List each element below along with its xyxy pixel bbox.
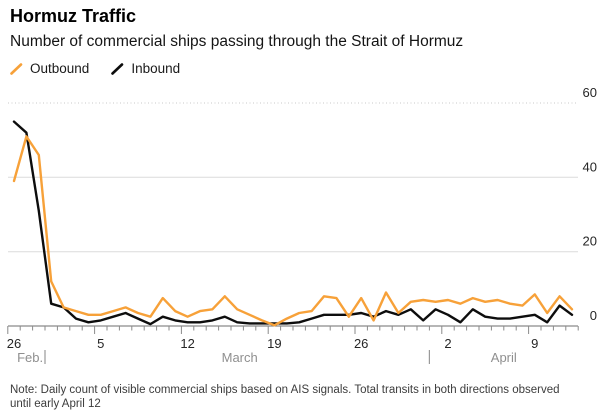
- series-line-outbound: [12, 135, 574, 327]
- month-label: March: [222, 350, 258, 365]
- legend-label-outbound: Outbound: [30, 61, 90, 76]
- outbound-slash-line: [10, 62, 23, 75]
- legend-item-outbound: Outbound: [10, 61, 89, 76]
- y-axis-label: 0: [590, 308, 597, 323]
- x-axis-label: 26: [354, 336, 368, 351]
- x-axis-label: 5: [97, 336, 104, 351]
- footnote-line-1: Note: Daily count of visible commercial …: [10, 384, 560, 396]
- series-line-inbound: [12, 120, 574, 326]
- chart-subtitle: Number of commercial ships passing throu…: [10, 33, 464, 50]
- y-axis-label: 20: [583, 234, 597, 249]
- y-axis-label: 60: [583, 85, 597, 100]
- inbound-slash-line: [111, 62, 124, 75]
- month-label: April: [491, 350, 517, 365]
- line-chart: 60 40 20 0 26 5 12 19 26 2 9 Feb. March April: [0, 85, 600, 383]
- line-chart-canvas: 60 40 20 0 26 5 12 19 26 2 9 Feb. March April: [7, 85, 597, 365]
- page-title: Hormuz Traffic: [10, 6, 137, 26]
- footnote: Note: Daily count of visible commercial …: [10, 383, 595, 411]
- inbound-slash-icon: [111, 62, 124, 75]
- x-axis-label: 2: [444, 336, 451, 351]
- x-axis-label: 19: [267, 336, 281, 351]
- legend-item-inbound: Inbound: [111, 61, 180, 76]
- x-axis-label: 12: [180, 336, 194, 351]
- x-axis-label: 9: [531, 336, 538, 351]
- footnote-line-2: until early April 12: [10, 398, 101, 410]
- chart-legend: Outbound Inbound: [10, 61, 180, 76]
- y-axis-label: 40: [583, 159, 597, 174]
- outbound-slash-icon: [10, 62, 23, 75]
- x-axis-label: 26: [7, 336, 21, 351]
- legend-label-inbound: Inbound: [131, 61, 181, 76]
- month-label: Feb.: [17, 350, 43, 365]
